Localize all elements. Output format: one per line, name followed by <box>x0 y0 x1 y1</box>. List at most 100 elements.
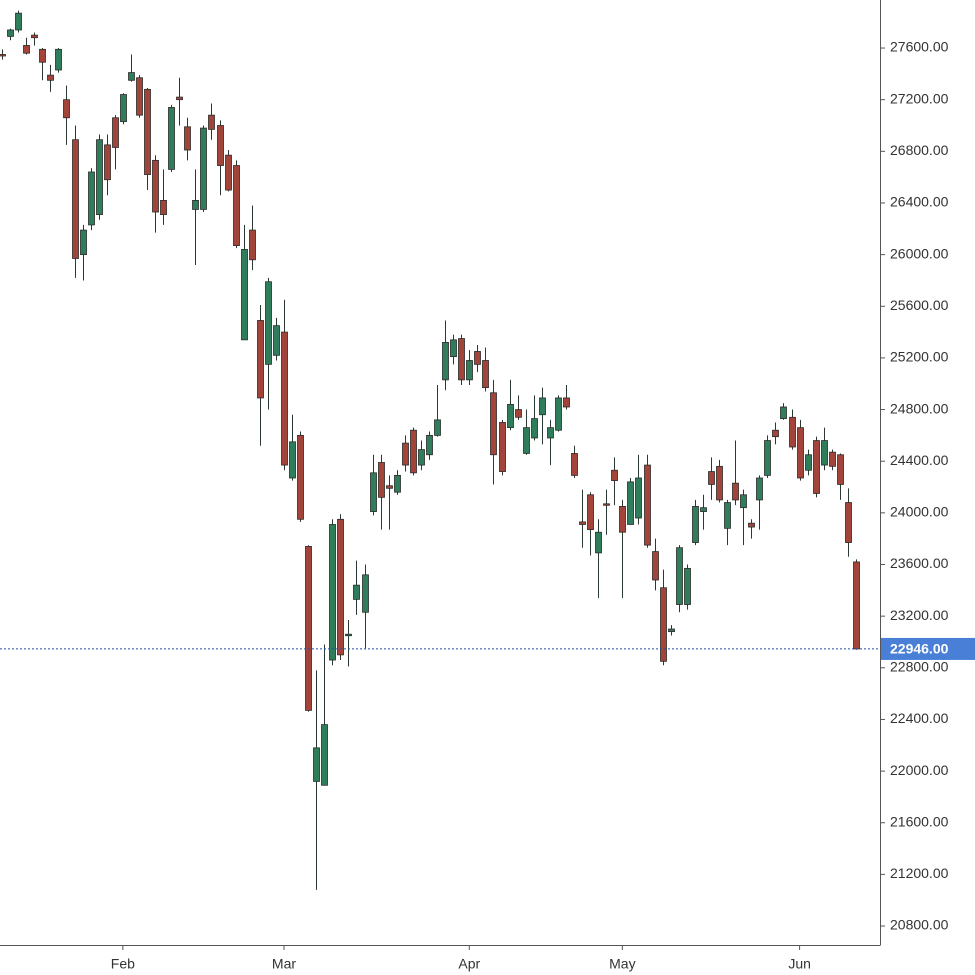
candle-body <box>821 440 828 466</box>
candle-body <box>281 331 288 466</box>
candle-body <box>458 338 465 381</box>
candle-body <box>120 94 127 123</box>
candle-body <box>96 139 103 215</box>
candle-body <box>507 403 514 429</box>
candle-body <box>748 522 755 528</box>
candle-body <box>635 477 642 519</box>
candle-body <box>144 88 151 175</box>
candle-body <box>289 441 296 479</box>
candle-body <box>531 418 538 439</box>
candle-body <box>434 419 441 436</box>
candle-body <box>523 427 530 454</box>
candle-body <box>160 199 167 215</box>
y-tick-label: 22800.00 <box>890 658 949 674</box>
candle-body <box>708 471 715 485</box>
y-tick-label: 24000.00 <box>890 504 949 520</box>
candle-body <box>80 229 87 256</box>
candle-body <box>668 628 675 633</box>
candle-body <box>55 48 62 71</box>
candle-body <box>797 427 804 479</box>
y-tick-label: 24400.00 <box>890 452 949 468</box>
candle-body <box>724 502 731 529</box>
y-tick-label: 23600.00 <box>890 555 949 571</box>
candle-body <box>15 12 22 31</box>
candle-body <box>176 96 183 101</box>
candle-body <box>265 281 272 365</box>
candle-body <box>305 546 312 711</box>
candle-body <box>499 422 506 472</box>
y-tick-label: 21600.00 <box>890 813 949 829</box>
candle-body <box>692 505 699 543</box>
y-tick-label: 27600.00 <box>890 39 949 55</box>
candle-body <box>402 442 409 466</box>
candle-body <box>660 587 667 662</box>
candle-body <box>168 107 175 170</box>
candle-body <box>7 29 14 37</box>
candle-body <box>732 482 739 501</box>
y-tick-label: 21200.00 <box>890 865 949 881</box>
candle-body <box>225 154 232 191</box>
candle-body <box>442 342 449 381</box>
candle-body <box>716 465 723 501</box>
y-tick-label: 26000.00 <box>890 245 949 261</box>
candle-body <box>241 249 248 341</box>
candle-body <box>208 114 215 130</box>
candle-body <box>474 351 481 365</box>
candle-body <box>233 165 240 246</box>
candle-body <box>378 462 385 498</box>
candle-body <box>273 325 280 356</box>
last-price-box <box>881 637 975 660</box>
candle-body <box>756 477 763 501</box>
candle-body <box>652 551 659 581</box>
candle-body <box>0 54 6 57</box>
y-tick-label: 26800.00 <box>890 142 949 158</box>
candle-body <box>112 117 119 148</box>
candle-body <box>539 397 546 416</box>
x-tick-label: Jun <box>788 956 811 972</box>
candle-body <box>845 502 852 543</box>
candle-body <box>345 633 352 637</box>
y-tick-label: 25200.00 <box>890 349 949 365</box>
candle-body <box>644 464 651 546</box>
candle-body <box>482 360 489 389</box>
candle-body <box>200 127 207 210</box>
candle-body <box>337 518 344 656</box>
x-tick-label: Feb <box>111 956 135 972</box>
candle-body <box>31 34 38 39</box>
candle-body <box>772 429 779 438</box>
y-tick-label: 22000.00 <box>890 762 949 778</box>
candle-body <box>676 547 683 605</box>
candle-body <box>789 416 796 448</box>
candle-body <box>249 229 256 261</box>
candle-body <box>47 74 54 81</box>
candle-body <box>490 392 497 456</box>
y-tick-label: 23200.00 <box>890 607 949 623</box>
candle-body <box>780 406 787 419</box>
y-tick-label: 26400.00 <box>890 194 949 210</box>
candle-body <box>321 724 328 786</box>
candle-body <box>595 531 602 554</box>
candle-body <box>611 469 618 481</box>
candle-body <box>603 503 610 506</box>
candle-body <box>515 409 522 418</box>
candle-body <box>571 453 578 476</box>
candle-body <box>362 574 369 613</box>
candle-body <box>853 561 860 650</box>
candle-body <box>805 454 812 471</box>
candle-body <box>587 494 594 531</box>
candle-body <box>426 434 433 456</box>
candle-body <box>684 567 691 605</box>
candle-body <box>466 360 473 381</box>
y-tick-label: 22400.00 <box>890 710 949 726</box>
candle-body <box>152 159 159 213</box>
candle-body <box>813 440 820 494</box>
candle-body <box>63 99 70 119</box>
candle-body <box>764 440 771 476</box>
candle-layer <box>0 10 860 890</box>
last-price-label: 22946.00 <box>890 641 949 657</box>
candle-body <box>547 427 554 439</box>
x-tick-label: Mar <box>272 956 296 972</box>
candle-body <box>104 144 111 181</box>
y-tick-label: 24800.00 <box>890 400 949 416</box>
